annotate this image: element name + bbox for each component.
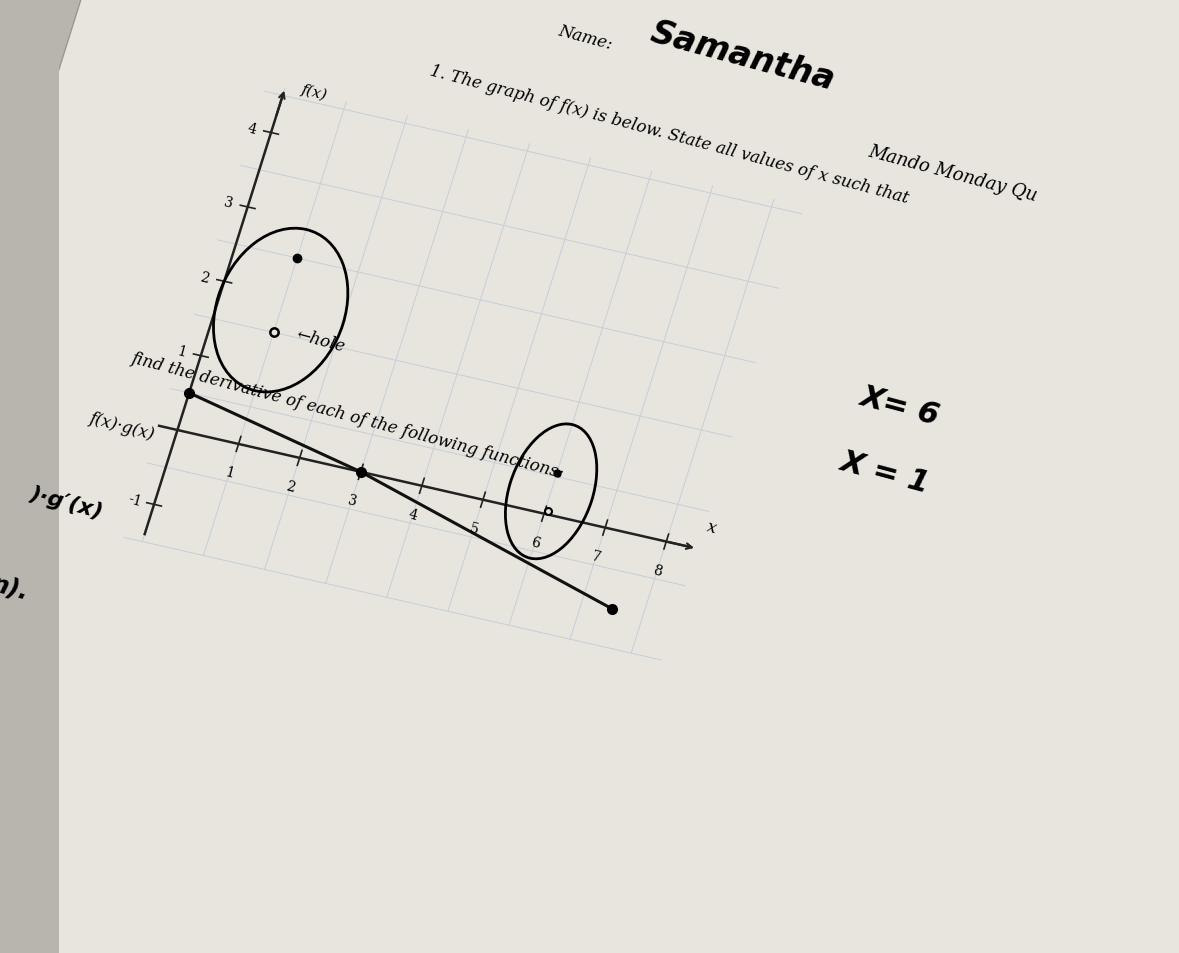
Text: 3: 3 [222, 195, 235, 212]
Text: 8: 8 [651, 562, 664, 578]
Text: f(x)·g(x): f(x)·g(x) [87, 409, 156, 442]
Text: 1: 1 [176, 344, 187, 359]
Text: Name:: Name: [556, 23, 614, 53]
Text: 1. The graph of f(x) is below. State all values of x such that: 1. The graph of f(x) is below. State all… [428, 62, 910, 207]
Text: 4: 4 [407, 507, 419, 522]
Text: x: x [705, 517, 719, 537]
Text: Samantha: Samantha [646, 16, 838, 97]
Text: ←hole: ←hole [294, 326, 347, 355]
Text: Mando Monday Qu: Mando Monday Qu [867, 142, 1039, 205]
Text: 5: 5 [468, 520, 480, 537]
Text: 2: 2 [198, 270, 211, 285]
Text: 6: 6 [529, 535, 541, 550]
Text: X = 1: X = 1 [837, 446, 933, 497]
Text: 3: 3 [345, 493, 358, 509]
Text: n).: n). [0, 571, 31, 603]
Text: -1: -1 [126, 492, 143, 509]
Text: 1: 1 [224, 465, 236, 480]
Text: find the derivative of each of the following functions:: find the derivative of each of the follo… [129, 350, 565, 481]
Text: X= 6: X= 6 [857, 382, 943, 431]
Text: )·g′(x): )·g′(x) [28, 483, 105, 521]
Text: 2: 2 [284, 478, 297, 495]
Text: 4: 4 [245, 121, 257, 137]
Text: 7: 7 [591, 548, 602, 564]
Text: f(x): f(x) [299, 82, 329, 102]
